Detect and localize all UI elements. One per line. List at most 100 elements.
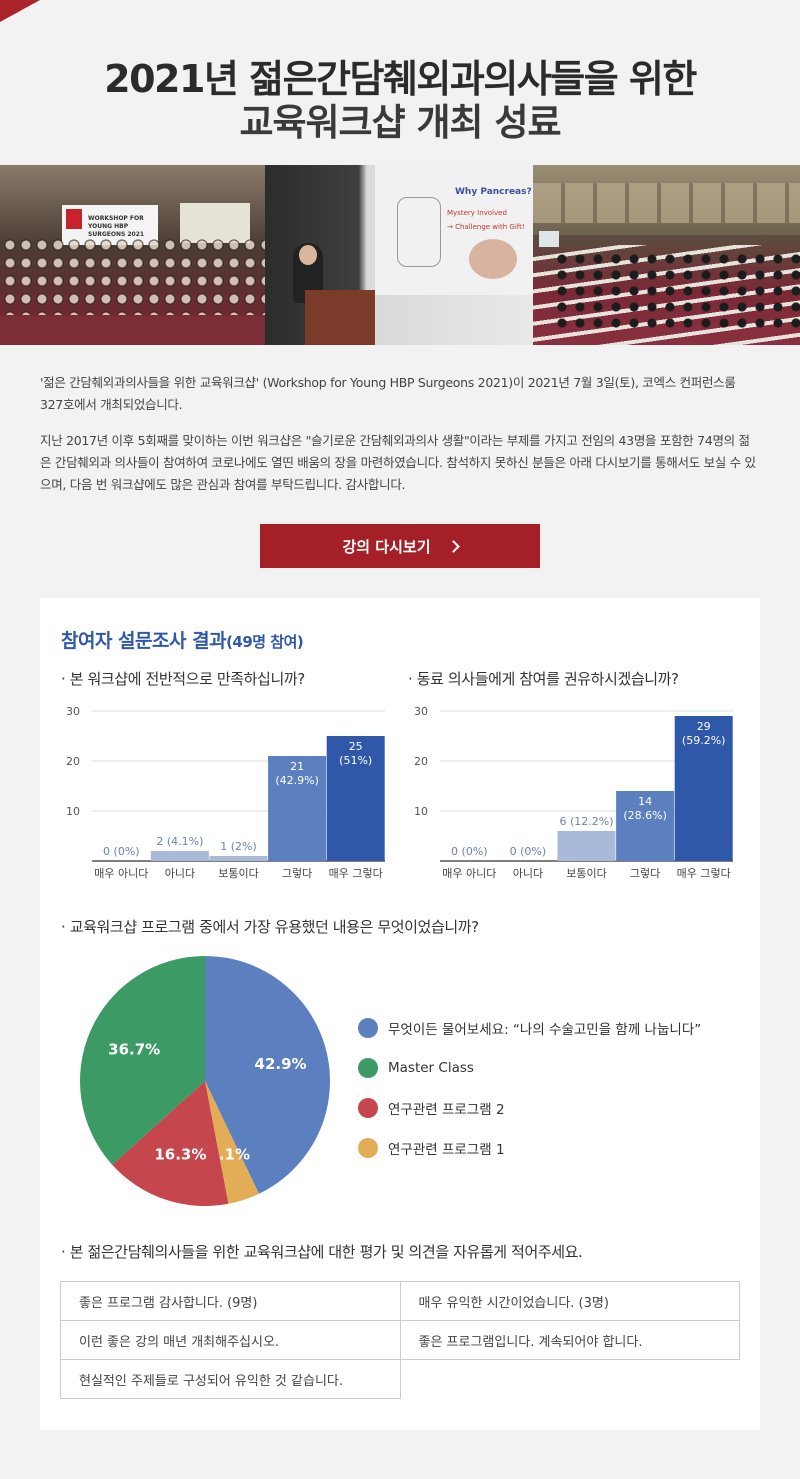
corner-accent [0,0,40,22]
category-label: 아니다 [165,867,195,880]
opinions-table: 좋은 프로그램 감사합니다. (9명) 매우 유익한 시간이었습니다. (3명)… [60,1281,740,1399]
data-label: 14 [638,795,652,808]
category-label: 매우 아니다 [442,867,496,880]
data-label: (59.2%) [682,734,726,747]
replay-lecture-button[interactable]: 강의 다시보기 [260,524,540,568]
empty-cell [400,1360,740,1399]
bar [268,756,327,861]
table-row: 좋은 프로그램 감사합니다. (9명) 매우 유익한 시간이었습니다. (3명) [60,1281,740,1321]
crowd [0,235,265,315]
intro-paragraph-2: 지난 2017년 이후 5회째를 맞이하는 이번 워크샵은 "슬기로운 간담췌외… [40,433,756,492]
photo-strip: WORKSHOP FOR YOUNG HBP SURGEONS 2021 Why… [0,165,800,345]
category-label: 매우 아니다 [94,867,148,880]
slide-image [469,239,517,279]
opinion-cell: 매우 유익한 시간이었습니다. (3명) [399,1281,740,1321]
legend-label: Master Class [388,1060,474,1076]
pie-label: 16.3% [154,1145,206,1163]
pie-label: 36.7% [108,1041,160,1059]
bar [674,716,733,861]
data-label: 6 (12.2%) [559,815,613,828]
category-label: 매우 그렇다 [677,867,731,880]
legend-dot [358,1058,378,1078]
legend-label: 무엇이든 물어보세요: “나의 수술고민을 함께 나눕니다” [388,1022,702,1038]
wall-panels [533,183,800,223]
audience [553,251,800,331]
y-tick-label: 30 [414,705,428,718]
slide-diagram [397,197,441,267]
intro-paragraph-1: '젊은 간담췌외과의사들을 위한 교육워크샵' (Workshop for Yo… [40,375,736,412]
legend-dot [358,1138,378,1158]
replay-button-label: 강의 다시보기 [342,537,431,556]
category-label: 보통이다 [218,867,258,880]
data-label: (42.9%) [275,774,319,787]
opinion-cell: 현실적인 주제들로 구성되어 유익한 것 같습니다. [60,1359,401,1399]
category-label: 보통이다 [566,867,606,880]
legend-item: 연구관련 프로그램 1 [358,1128,701,1168]
legend-item: 연구관련 프로그램 2 [358,1088,701,1128]
page-title: 2021년 젊은간담췌외과의사들을 위한 [104,57,697,101]
group-photo: WORKSHOP FOR YOUNG HBP SURGEONS 2021 [0,165,265,345]
banner-text: WORKSHOP FOR YOUNG HBP SURGEONS 2021 [88,215,144,238]
data-label: 29 [697,720,711,733]
category-label: 그렇다 [282,867,312,880]
legend-dot [358,1018,378,1038]
pie-slice [112,1081,229,1206]
survey-title-main: 참여자 설문조사 결과 [61,630,227,652]
bar [209,856,268,861]
data-label: 21 [290,760,304,773]
bar [326,736,385,861]
legend-item: 무엇이든 물어보세요: “나의 수술고민을 함께 나눕니다” [358,1008,701,1048]
recommend-bar-chart: 10 20 30 0 (0%) 매우 아니다 0 (0%) 아니다 6 (12.2%) 보통이다… [414,705,733,880]
legend-label: 연구관련 프로그램 2 [388,1102,505,1118]
slide-line-2: → Challenge with Gift! [447,223,525,231]
useful-program-pie-chart: 42.9%4.1%16.3%36.7% [80,956,331,1206]
chevron-right-icon [446,539,460,553]
question-4: · 본 젊은간담췌의사들을 위한 교육워크샵에 대한 평가 및 의견을 자유롭게… [61,1243,583,1261]
pie-legend: 무엇이든 물어보세요: “나의 수술고민을 함께 나눕니다” Master Cl… [358,1008,701,1168]
bar [616,791,675,861]
slide-line-1: Mystery Involved [447,209,507,217]
y-tick-label: 30 [66,705,80,718]
bar [150,851,209,861]
data-label: 2 (4.1%) [156,835,203,848]
opinion-cell: 좋은 프로그램입니다. 계속되어야 합니다. [399,1320,740,1360]
data-label: 0 (0%) [103,845,140,858]
y-tick-label: 20 [414,755,428,768]
y-tick-label: 10 [66,805,80,818]
lecture-photo: Why Pancreas? Mystery Involved → Challen… [265,165,533,345]
data-label: 0 (0%) [510,845,547,858]
data-label: 25 [349,740,363,753]
opinion-cell: 이런 좋은 강의 매년 개최해주십시오. [60,1320,401,1360]
carpet [0,315,265,345]
satisfaction-bar-chart: 10 20 30 0 (0%) 매우 아니다 2 (4.1%) 아니다 1 (2%) 보통이다 2… [66,705,385,880]
screen [539,231,559,247]
category-label: 아니다 [513,867,543,880]
category-label: 매우 그렇다 [329,867,383,880]
y-tick-label: 20 [66,755,80,768]
data-label: 1 (2%) [220,840,257,853]
legend-dot [358,1098,378,1118]
survey-title: 참여자 설문조사 결과(49명 참여) [61,626,304,653]
bar [557,831,616,861]
pie-slice [205,956,331,1194]
legend-item: Master Class [358,1048,701,1088]
banner-logo-icon [66,209,82,229]
table-row: 현실적인 주제들로 구성되어 유익한 것 같습니다. [60,1359,740,1399]
category-label: 그렇다 [630,867,660,880]
podium [305,290,375,345]
question-3: · 교육워크샵 프로그램 중에서 가장 유용했던 내용은 무엇이었습니까? [61,918,479,936]
question-2: · 동료 의사들에게 참여를 권유하시겠습니까? [408,670,679,688]
data-label: 0 (0%) [451,845,488,858]
question-1: · 본 워크샵에 전반적으로 만족하십니까? [61,670,305,688]
table-row: 이런 좋은 강의 매년 개최해주십시오. 좋은 프로그램입니다. 계속되어야 합… [60,1320,740,1360]
page-subtitle: 교육워크샵 개최 성료 [239,101,561,144]
survey-section: 참여자 설문조사 결과(49명 참여) · 본 워크샵에 전반적으로 만족하십니… [40,598,760,1430]
legend-label: 연구관련 프로그램 1 [388,1142,505,1158]
pie-label: 42.9% [255,1055,307,1073]
audience-photo [533,165,800,345]
opinion-cell: 좋은 프로그램 감사합니다. (9명) [60,1281,401,1321]
y-tick-label: 10 [414,805,428,818]
slide-title: Why Pancreas? [455,187,532,197]
speaker-face [299,245,317,265]
survey-title-count: (49명 참여) [226,633,304,651]
